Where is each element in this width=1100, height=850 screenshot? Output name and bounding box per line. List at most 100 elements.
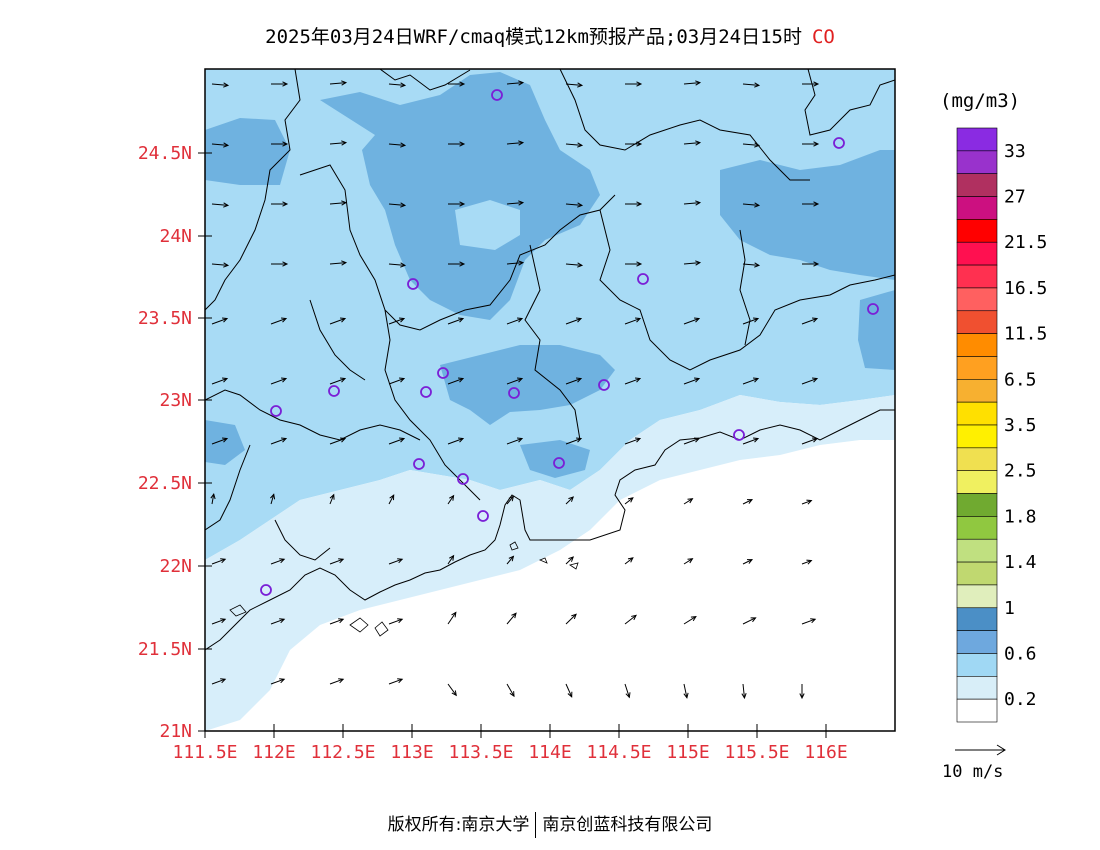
legend-swatch [956,333,998,357]
field-high-north-central [320,72,600,320]
wind-arrow [447,377,465,385]
wind-arrow [329,618,345,625]
city-boundary-c [524,244,581,441]
wind-arrow [742,317,760,325]
wind-arrow [742,377,760,385]
wind-arrow [329,437,347,445]
wind-arrow [565,377,583,385]
wind-arrow [270,317,288,325]
legend-swatch [956,516,998,540]
legend-swatch [956,196,998,220]
wind-arrow [211,618,227,625]
latitude-axis: 24.5N 24N 23.5N 23N 22.5N 22N 21.5N 21N [138,143,212,742]
wind-arrow [270,678,286,685]
station-marker [260,584,272,596]
wind-arrow [802,201,820,207]
legend-labels: 33 27 21.5 16.5 11.5 6.5 3.5 2.5 1.8 1.4 1 0.6 0.2 [1004,141,1047,710]
wind-arrow [742,437,760,445]
wind-arrow [506,260,525,266]
wind-arrow [801,377,819,385]
wind-arrow [329,80,348,86]
legend-swatch [956,401,998,426]
wind-scale-label: 10 m/s [942,762,1003,782]
legend-label: 11.5 [1004,324,1047,345]
wind-arrow [799,684,805,700]
station-marker [457,473,469,485]
wind-arrow [271,261,289,267]
station-marker [553,457,565,469]
island [569,562,579,570]
island [538,557,548,564]
city-boundary-i [309,299,366,381]
wind-arrow [329,317,347,325]
wind-arrow [624,437,642,445]
legend-swatch [956,493,998,517]
wind-arrow [565,317,583,325]
city-boundary-e [205,389,421,441]
wind-arrow [624,317,642,325]
station-marker [637,273,649,285]
wind-arrow [683,80,702,86]
wind-arrow [211,437,229,445]
wind-arrow [271,81,289,87]
field-high-east [720,150,895,280]
legend-swatch [956,470,998,494]
wind-arrow [625,81,643,87]
wind-arrow [683,437,701,445]
station-marker [407,278,419,290]
island [349,617,369,633]
station-marker [413,458,425,470]
wind-arrow [802,81,820,87]
legend-label: 0.2 [1004,689,1037,710]
legend-label: 27 [1004,187,1026,208]
lat-tick-label: 23N [159,390,192,411]
legend-label: 3.5 [1004,415,1037,436]
field-high-northwest [205,118,290,185]
city-boundary-h [274,519,331,561]
wind-arrow [625,141,643,147]
wind-arrow [565,613,577,625]
wind-arrow [448,201,466,207]
province-boundary-1 [205,69,301,311]
lat-tick-label: 22.5N [138,473,192,494]
wind-arrow [447,494,455,505]
wind-arrow [388,494,395,505]
coastline [205,409,895,651]
wind-arrow [329,678,345,685]
wind-arrow [683,683,689,699]
legend-swatch [956,698,998,723]
wind-arrow [683,498,694,505]
wind-arrow [506,555,515,565]
title-species: CO [811,26,835,48]
legend-label: 21.5 [1004,232,1047,253]
wind-arrow [329,260,348,266]
wind-arrow [625,261,643,267]
wind-arrow [448,81,466,87]
wind-arrow [447,683,457,697]
lon-tick-label: 114.5E [586,742,651,763]
city-boundary-a [299,164,616,331]
wind-arrow [683,200,702,206]
wind-arrow [624,497,634,505]
wind-arrow [270,377,288,385]
title-main: 2025年03月24日WRF/cmaq模式12km预报产品;03月24日15时 [265,26,802,48]
legend-swatch [956,676,998,700]
lon-tick-label: 115E [666,742,709,763]
wind-arrow [801,559,813,565]
island [509,541,519,551]
wind-scale-arrowhead [996,744,1006,756]
wind-arrow [270,437,288,445]
footer: 版权所有:南京大学 南京创蓝科技有限公司 [0,810,1100,838]
legend-swatch [956,561,998,586]
wind-arrow [742,82,761,88]
legend-swatch [956,219,998,243]
wind-arrow [565,262,584,268]
wind-arrow [388,202,407,208]
wind-arrow [329,200,348,206]
wind-arrow [742,262,761,268]
wind-vectors [210,80,820,700]
wind-arrow [211,678,227,685]
lon-tick-label: 115.5E [724,742,789,763]
wind-arrow [447,437,465,445]
